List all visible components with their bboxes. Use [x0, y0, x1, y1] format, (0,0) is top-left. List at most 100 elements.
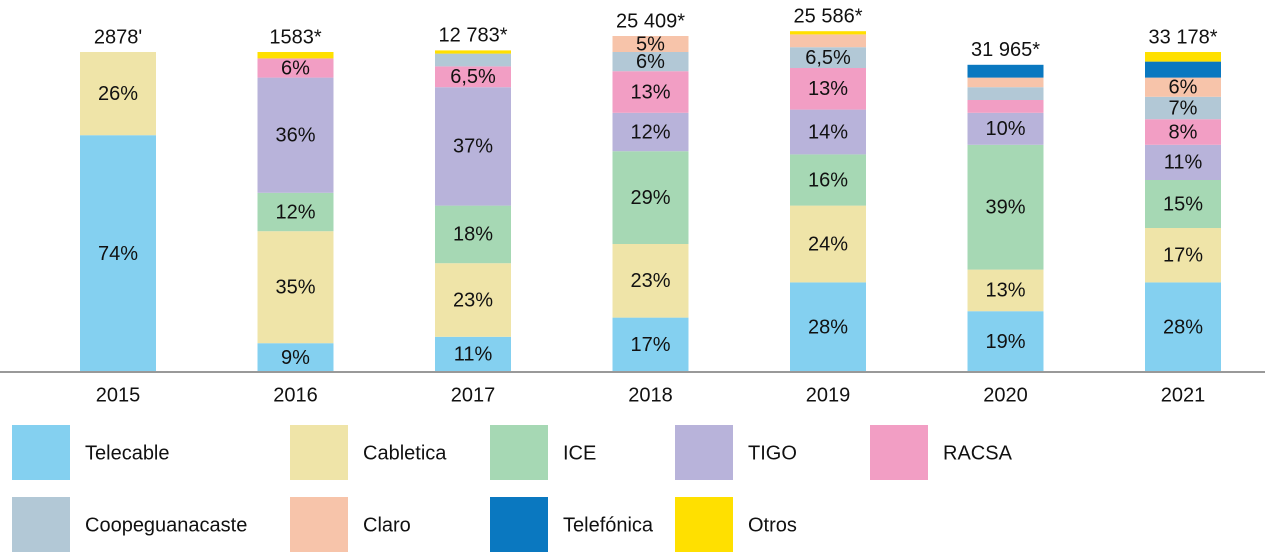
data-label: 19%: [985, 331, 1025, 353]
data-label: 29%: [630, 187, 670, 209]
data-label: 6%: [636, 51, 665, 73]
bar-segment: [612, 244, 689, 318]
legend-swatch: [490, 497, 548, 552]
data-label: 14%: [808, 121, 848, 143]
bar-segment: [967, 112, 1044, 145]
bar-segment: [1145, 180, 1221, 228]
bar-segment: [790, 154, 866, 206]
bar-total: 25 586*: [794, 5, 863, 27]
data-label: 17%: [1163, 244, 1203, 266]
x-tick-label: 2015: [96, 384, 141, 406]
data-label: 15%: [1163, 193, 1203, 215]
bar-segment: [435, 53, 511, 67]
data-label: 26%: [98, 83, 138, 105]
bar-segment: [612, 71, 689, 113]
bar-total: 31 965*: [971, 39, 1040, 61]
bar-segment: [967, 77, 1044, 88]
bar-segment: [1145, 228, 1221, 283]
legend-swatch: [12, 497, 70, 552]
legend-swatch: [675, 425, 733, 480]
x-tick-label: 2020: [983, 384, 1028, 406]
bar-total: 2878': [94, 26, 142, 48]
bar-segment: [612, 36, 689, 52]
data-label: 6%: [1169, 76, 1198, 98]
bar-total: 12 783*: [439, 25, 508, 47]
data-label: 35%: [275, 276, 315, 298]
bar-segment: [790, 31, 866, 35]
bar-segment: [1145, 119, 1221, 145]
data-label: 9%: [281, 347, 310, 369]
bar-segment: [435, 205, 511, 264]
legend-swatch: [290, 425, 348, 480]
data-label: 11%: [454, 344, 493, 366]
data-label: 12%: [275, 201, 315, 223]
data-label: 5%: [636, 33, 665, 55]
legend-swatch: [490, 425, 548, 480]
bar-segment: [257, 192, 334, 232]
bar-segment: [435, 87, 511, 206]
bar-segment: [790, 34, 866, 48]
data-label: 11%: [1164, 152, 1203, 174]
data-label: 10%: [985, 118, 1025, 140]
bar-segment: [612, 52, 689, 72]
data-label: 7%: [1169, 97, 1198, 119]
x-tick-label: 2016: [273, 384, 318, 406]
data-label: 18%: [453, 224, 493, 246]
legend-label: Otros: [748, 514, 797, 536]
data-label: 28%: [1163, 316, 1203, 338]
bar-total: 1583*: [269, 26, 321, 48]
bar-segment: [1145, 52, 1221, 62]
data-label: 13%: [808, 78, 848, 100]
x-tick-label: 2019: [806, 384, 851, 406]
legend-label: Coopeguanacaste: [85, 514, 247, 536]
data-label: 13%: [630, 81, 670, 103]
bar-total: 33 178*: [1149, 26, 1218, 48]
data-label: 24%: [808, 233, 848, 255]
bar-segment: [612, 112, 689, 152]
data-label: 74%: [98, 243, 138, 265]
legend-swatch: [12, 425, 70, 480]
bar-segment: [790, 205, 866, 283]
bar-segment: [435, 66, 511, 88]
bar-segment: [80, 135, 156, 372]
bar-segment: [257, 58, 334, 78]
x-tick-label: 2018: [628, 384, 673, 406]
bar-segment: [257, 231, 334, 344]
bar-segment: [1145, 282, 1221, 372]
bar-segment: [612, 317, 689, 372]
bar-segment: [790, 47, 866, 68]
bar-segment: [80, 52, 156, 136]
data-label: 6,5%: [805, 47, 851, 69]
legend-label: TIGO: [748, 442, 797, 464]
bar-segment: [967, 144, 1044, 270]
data-label: 6,5%: [450, 66, 496, 88]
data-label: 17%: [630, 334, 670, 356]
bar-segment: [1145, 61, 1221, 78]
legend-label: RACSA: [943, 442, 1013, 464]
data-label: 6%: [281, 57, 310, 79]
data-label: 39%: [985, 196, 1025, 218]
x-tick-label: 2021: [1161, 384, 1206, 406]
bar-segment: [967, 311, 1044, 372]
data-label: 28%: [808, 316, 848, 338]
legend-swatch: [675, 497, 733, 552]
bar-segment: [790, 282, 866, 372]
legend-label: ICE: [563, 442, 596, 464]
bar-segment: [612, 151, 689, 244]
bar-segment: [967, 269, 1044, 312]
data-label: 13%: [985, 280, 1025, 302]
bar-segment: [967, 100, 1044, 113]
bar-total: 25 409*: [616, 10, 685, 32]
data-label: 36%: [275, 124, 315, 146]
bar-segment: [257, 343, 334, 372]
bar-segment: [257, 52, 334, 59]
bar-segment: [1145, 96, 1221, 120]
bar-segment: [435, 336, 511, 372]
bar-segment: [435, 50, 511, 54]
data-label: 12%: [630, 121, 670, 143]
bar-segment: [257, 77, 334, 193]
x-tick-label: 2017: [451, 384, 496, 406]
bar-segment: [967, 87, 1044, 100]
data-label: 37%: [453, 136, 493, 158]
